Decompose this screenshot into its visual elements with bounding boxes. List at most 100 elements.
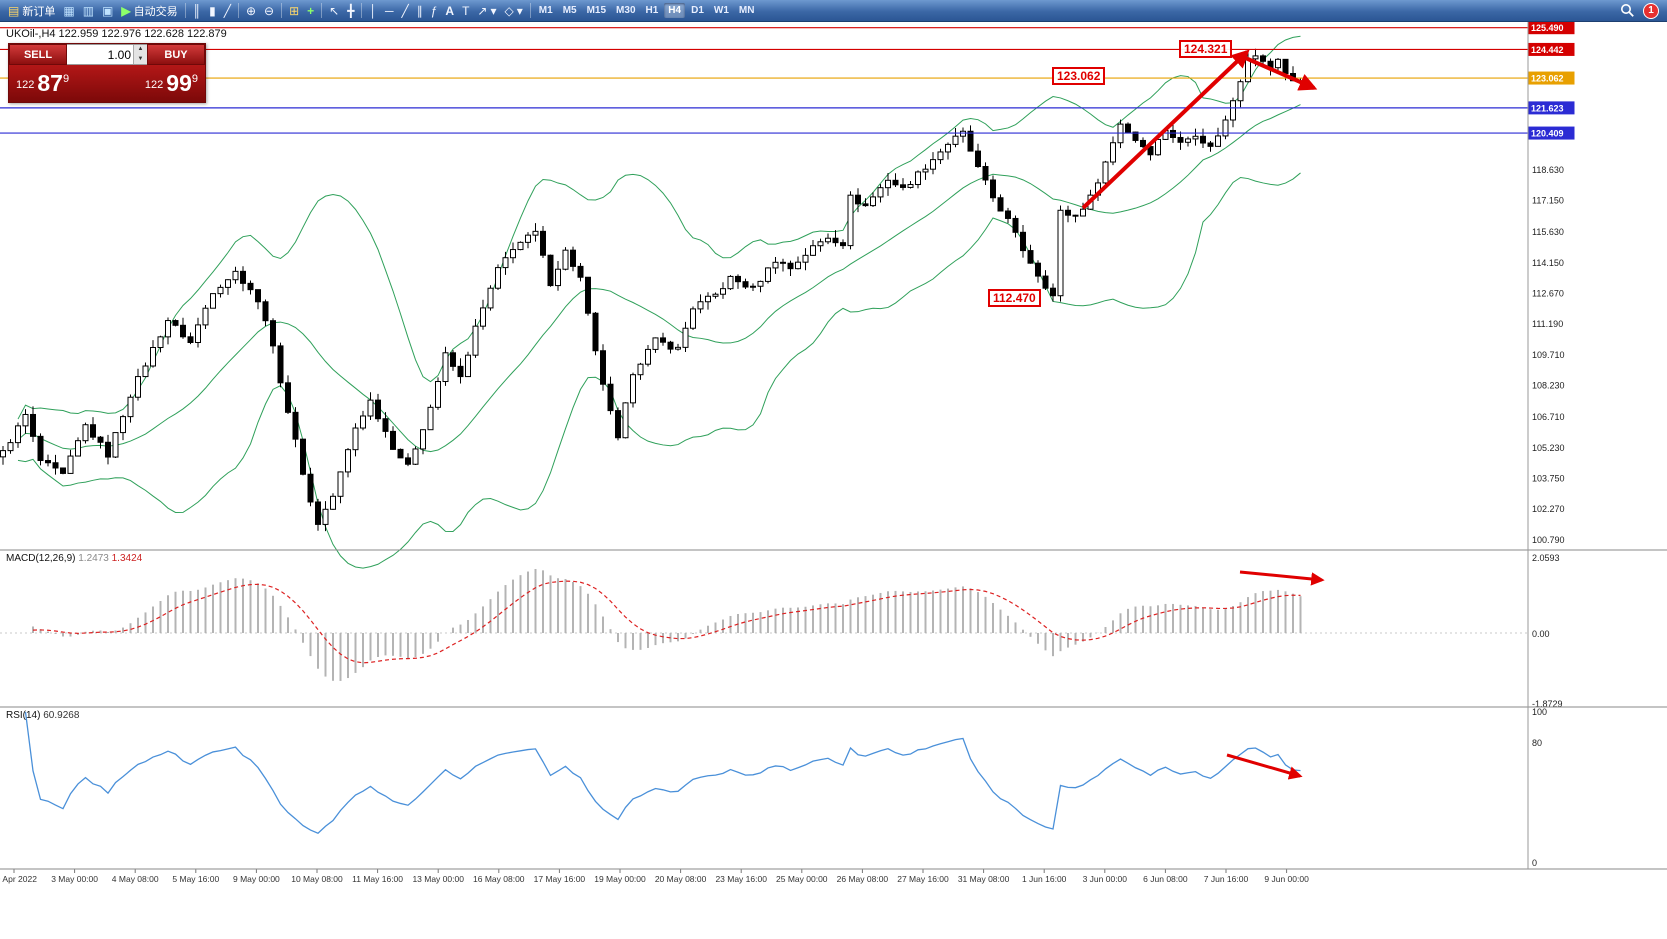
buy-price-point: 9 [191,73,198,85]
bar-chart-button[interactable]: ║ [189,2,206,20]
timeframe-w1[interactable]: W1 [713,5,729,16]
volume-down-icon[interactable]: ▼ [134,54,147,64]
svg-text:108.230: 108.230 [1532,381,1565,391]
annotation-124321[interactable]: 124.321 [1179,40,1233,58]
arrow-tool-icon: ↗ [477,3,488,18]
annotation-123062[interactable]: 123.062 [1052,67,1106,85]
line-chart-button[interactable]: ╱ [220,2,235,20]
toolbar-separator [184,3,186,18]
toolbar-right-group: 1 [1620,2,1663,19]
timeframe-h4[interactable]: H4 [664,3,686,18]
buy-price[interactable]: 122 99 9 [145,72,198,95]
tile-windows-button[interactable]: ⊞ [285,2,303,20]
svg-text:11 May 16:00: 11 May 16:00 [352,874,403,884]
vertical-line-button[interactable]: │ [365,2,381,20]
zoom-out-button[interactable]: ⊖ [260,2,278,20]
market-watch-button[interactable]: ▦ [59,2,78,20]
label-tool-button[interactable]: T [458,2,473,20]
channel-button[interactable]: ∥ [413,2,427,20]
rsi-name: RSI(14) [6,710,41,721]
svg-text:80: 80 [1532,738,1542,748]
text-tool-icon: A [445,3,455,18]
svg-text:102.270: 102.270 [1532,504,1565,514]
volume-up-icon[interactable]: ▲ [134,45,147,55]
toolbar-separator [281,3,283,18]
crosshair-button[interactable]: ╋ [343,2,358,20]
timeframe-m5[interactable]: M5 [562,5,577,16]
shapes-tool-button[interactable]: ◇ ▾ [501,2,527,20]
svg-text:120.409: 120.409 [1531,129,1564,139]
data-window-icon: ▥ [82,3,95,18]
fibonacci-button[interactable]: ƒ [427,2,442,20]
svg-text:9 May 00:00: 9 May 00:00 [233,874,280,884]
svg-text:124.442: 124.442 [1531,45,1564,55]
new-order-button[interactable]: ▤ 新订单 [4,2,59,20]
timeframe-d1[interactable]: D1 [691,5,704,16]
rsi-value: 60.9268 [43,710,80,721]
trendline-button[interactable]: ╱ [397,2,412,20]
volume-input[interactable] [67,45,133,64]
svg-text:100: 100 [1532,707,1547,717]
candlestick-chart-button[interactable]: ▮ [205,2,220,20]
annotation-arrows[interactable] [1081,49,1325,780]
svg-text:103.750: 103.750 [1532,474,1565,484]
svg-text:10 May 08:00: 10 May 08:00 [291,874,343,884]
arrows-tool-button[interactable]: ↗ ▾ [473,2,500,20]
rsi-panel: 100 80 0 [24,707,1547,868]
svg-text:20 May 08:00: 20 May 08:00 [655,874,707,884]
svg-text:16 May 08:00: 16 May 08:00 [473,874,525,884]
sell-price-big: 87 [37,70,63,96]
candlestick-icon: ▮ [209,3,216,18]
bollinger-bands [17,35,1301,569]
toolbar-separator [237,3,239,18]
svg-text:105.230: 105.230 [1532,443,1565,453]
label-tool-icon: T [462,3,470,18]
svg-text:3 Jun 00:00: 3 Jun 00:00 [1083,874,1128,884]
indicators-button[interactable]: + [303,2,318,20]
svg-text:27 May 16:00: 27 May 16:00 [897,874,949,884]
search-icon [1621,4,1634,17]
main-toolbar: ▤ 新订单 ▦ ▥ ▣ ▶ 自动交易 ║ ▮ ╱ ⊕ ⊖ ⊞ + ↖ ╋ [0,0,1667,22]
svg-text:19 May 00:00: 19 May 00:00 [594,874,646,884]
volume-stepper: ▲ ▼ [133,45,147,64]
navigator-icon: ▣ [102,3,114,18]
autotrade-button[interactable]: ▶ 自动交易 [117,2,181,20]
zoom-in-button[interactable]: ⊕ [242,2,260,20]
buy-button[interactable]: BUY [147,44,205,65]
svg-text:9 Jun 00:00: 9 Jun 00:00 [1264,874,1309,884]
chart-title: UKOil-,H4 122.959 122.976 122.628 122.87… [6,28,227,40]
text-tool-button[interactable]: A [441,2,458,20]
svg-text:118.630: 118.630 [1532,165,1564,175]
horizontal-line-icon: ─ [384,3,394,18]
zoom-in-icon: ⊕ [245,3,257,18]
annotation-112470[interactable]: 112.470 [988,289,1041,307]
svg-text:114.150: 114.150 [1532,258,1564,268]
timeframe-m30[interactable]: M30 [616,5,636,16]
timeframe-h1[interactable]: H1 [645,5,659,16]
vertical-line-icon: │ [369,3,377,18]
svg-text:23 May 16:00: 23 May 16:00 [715,874,767,884]
svg-text:1 Jun 16:00: 1 Jun 16:00 [1022,874,1067,884]
svg-text:5 May 16:00: 5 May 16:00 [172,874,219,884]
notification-badge[interactable]: 1 [1643,2,1659,19]
data-window-button[interactable]: ▥ [79,2,98,20]
timeframe-m1[interactable]: M1 [538,5,553,16]
sell-price-figure: 122 [16,79,35,91]
svg-text:-1.8729: -1.8729 [1532,699,1563,709]
chevron-down-icon: ▾ [516,3,523,18]
sell-button[interactable]: SELL [9,44,67,65]
navigator-button[interactable]: ▣ [98,2,117,20]
search-button[interactable] [1620,3,1635,18]
sell-price[interactable]: 122 87 9 [16,70,69,96]
svg-text:17 May 16:00: 17 May 16:00 [534,874,586,884]
horizontal-line-button[interactable]: ─ [381,2,398,20]
cursor-button[interactable]: ↖ [325,2,343,20]
shapes-icon: ◇ [504,3,514,18]
crosshair-icon: ╋ [347,3,355,18]
timeframe-mn[interactable]: MN [738,5,755,16]
timeframe-buttons: M1 M5 M15 M30 H1 H4 D1 W1 MN [534,3,760,18]
price-level-lines[interactable]: 125.490 124.442 123.062 121.623 120.409 [0,21,1575,140]
svg-text:121.623: 121.623 [1531,103,1564,113]
timeframe-m15[interactable]: M15 [586,5,607,16]
